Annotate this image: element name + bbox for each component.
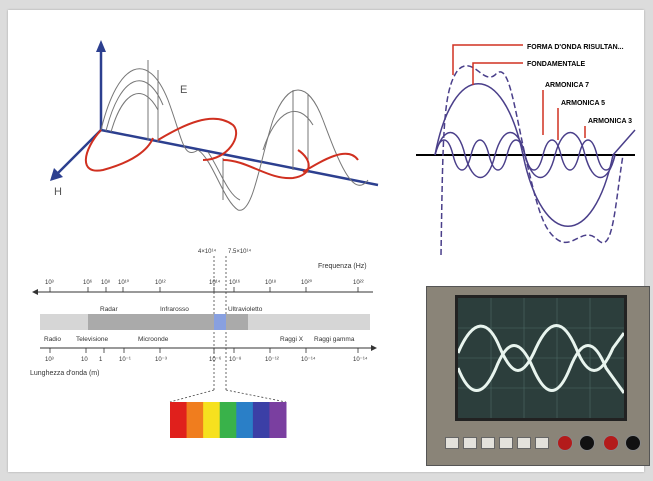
visible-color-band xyxy=(186,402,204,438)
wavelength-ticks: 10³ 10 1 10⁻¹ 10⁻³ 10⁻⁶ 10⁻⁸ 10⁻¹² 10⁻¹⁴ 10⁻¹⁴ xyxy=(45,348,368,363)
freq-tick-label: 10¹⁸ xyxy=(265,279,277,286)
wave-tick-label: 10⁻⁶ xyxy=(209,356,222,363)
scope-button[interactable] xyxy=(445,437,459,449)
lower-band-labels: Radio Televisione Microonde Raggi X Raggi ga… xyxy=(44,336,355,343)
figure-card: E H FORMA D'ONDA RISULTAN... FONDAMENTAL… xyxy=(8,10,650,472)
harmonic-waves xyxy=(434,83,636,227)
freq-tick-label: 10²² xyxy=(353,280,364,286)
band-label-lower: Raggi X xyxy=(280,336,304,343)
harmonics-diagram: FORMA D'ONDA RISULTAN... FONDAMENTALE AR… xyxy=(416,44,636,256)
wave-tick-label: 10³ xyxy=(45,357,54,363)
scope-button[interactable] xyxy=(517,437,531,449)
label-resultant: FORMA D'ONDA RISULTAN... xyxy=(527,44,624,51)
top-marker-1: 4×10¹⁴ xyxy=(198,248,217,255)
frequency-ticks: 10³ 10⁶ 10⁸ 10¹⁰ 10¹² 10¹⁴ 10¹⁶ 10¹⁸ 10²⁰ 10²² xyxy=(45,279,364,292)
trace-lower xyxy=(456,344,626,394)
label-harmonic-7: ARMONICA 7 xyxy=(545,82,589,89)
wavelength-title: Lunghezza d'onda (m) xyxy=(30,370,99,377)
frequency-title: Frequenza (Hz) xyxy=(318,263,367,270)
freq-tick-label: 10²⁰ xyxy=(301,279,313,286)
wave-tick-label: 10⁻¹⁴ xyxy=(301,356,316,363)
visible-color-band xyxy=(219,402,237,438)
e-field-wave xyxy=(100,60,369,211)
visible-color-band xyxy=(170,402,188,438)
vertical-axis-arrow xyxy=(96,40,106,52)
wave-tick-label: 1 xyxy=(99,357,103,363)
scope-knob-red[interactable] xyxy=(603,435,619,451)
band-label-lower: Microonde xyxy=(138,336,169,343)
visible-spectrum-bar xyxy=(170,402,287,438)
scope-button[interactable] xyxy=(481,437,495,449)
wave-tick-label: 10⁻¹² xyxy=(265,357,279,363)
band-label-upper: Radar xyxy=(100,306,119,313)
band-label-lower: Raggi gamma xyxy=(314,336,355,343)
scope-knob-red[interactable] xyxy=(557,435,573,451)
top-marker-2: 7.5×10¹⁴ xyxy=(228,248,252,255)
scope-button[interactable] xyxy=(535,437,549,449)
freq-tick-label: 10⁶ xyxy=(83,279,93,286)
scope-knob[interactable] xyxy=(625,435,641,451)
band-label-lower: Televisione xyxy=(76,336,109,343)
em-wave-diagram: E H xyxy=(50,40,379,211)
band-label-upper: Ultravioletto xyxy=(228,306,263,313)
visible-color-band xyxy=(236,402,254,438)
wave-tick-label: 10⁻¹ xyxy=(119,357,131,363)
h-field-wave xyxy=(84,117,359,180)
resultant-wave xyxy=(440,64,624,256)
e-field-label: E xyxy=(180,84,187,96)
trace-upper xyxy=(456,324,626,372)
wave-tick-label: 10⁻¹⁴ xyxy=(353,356,368,363)
freq-tick-label: 10¹² xyxy=(155,280,166,286)
label-fundamental: FONDAMENTALE xyxy=(527,61,586,68)
callout-arrows xyxy=(452,44,586,140)
scope-knob[interactable] xyxy=(579,435,595,451)
freq-tick-label: 10¹⁰ xyxy=(118,279,130,286)
freq-tick-label: 10¹⁶ xyxy=(229,279,241,286)
upper-band-labels: Radar Infrarosso Ultravioletto xyxy=(100,306,263,313)
scope-button[interactable] xyxy=(499,437,513,449)
visible-color-band xyxy=(252,402,270,438)
oscilloscope-buttons xyxy=(445,437,549,449)
oscilloscope-screen xyxy=(455,295,627,421)
visible-color-band xyxy=(203,402,221,438)
wave-tick-label: 10⁻⁸ xyxy=(229,356,242,363)
h-axis xyxy=(55,129,102,176)
visible-band-marker xyxy=(214,314,226,330)
band-label-upper: Infrarosso xyxy=(160,306,189,313)
oscilloscope-traces xyxy=(456,298,626,418)
spectrum-band-dark xyxy=(88,314,248,330)
wave-tick-label: 10⁻³ xyxy=(155,357,167,363)
h-field-label: H xyxy=(54,186,62,198)
em-spectrum-diagram: Frequenza (Hz) 4×10¹⁴ 7.5×10¹⁴ 10³ 10⁶ 10⁸… xyxy=(30,248,377,438)
freq-tick-label: 10⁸ xyxy=(101,279,111,286)
propagation-axis xyxy=(100,128,379,187)
fundamental-wave xyxy=(434,83,636,227)
h-axis-arrow xyxy=(50,168,63,181)
visible-color-band xyxy=(269,402,287,438)
label-harmonic-3: ARMONICA 3 xyxy=(588,118,632,125)
oscilloscope-photo xyxy=(426,286,650,466)
wave-tick-label: 10 xyxy=(81,357,88,363)
harmonic-5-wave xyxy=(434,139,616,171)
freq-tick-label: 10¹⁴ xyxy=(209,279,221,286)
freq-tick-label: 10³ xyxy=(45,280,54,286)
scope-button[interactable] xyxy=(463,437,477,449)
label-harmonic-5: ARMONICA 5 xyxy=(561,100,605,107)
band-label-lower: Radio xyxy=(44,336,61,343)
